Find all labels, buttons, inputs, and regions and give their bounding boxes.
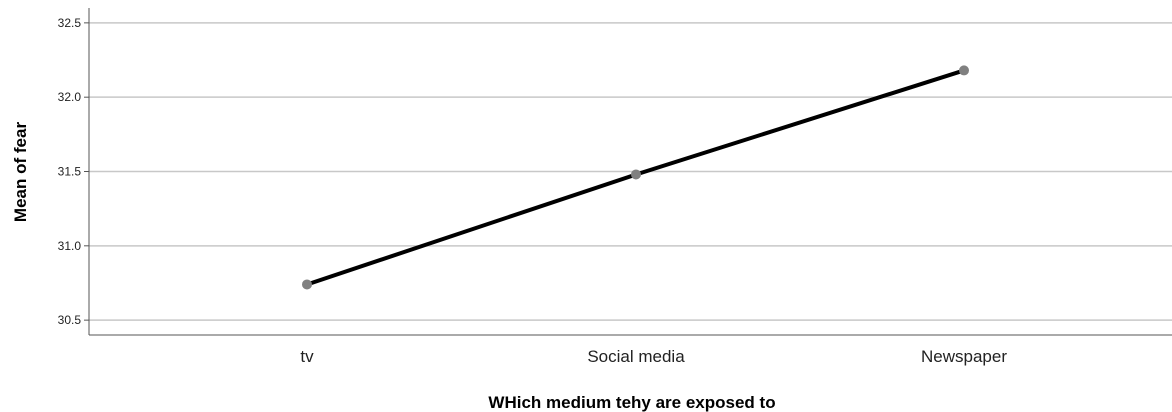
y-tick-label-2: 31.5	[58, 165, 82, 179]
y-axis-title: Mean of fear	[11, 122, 30, 223]
x-category-label-1: Social media	[587, 347, 685, 366]
gridlines	[89, 22, 1172, 321]
data-point-1	[631, 169, 641, 180]
x-category-label-0: tv	[300, 347, 314, 366]
data-point-2	[959, 65, 969, 76]
x-category-label-2: Newspaper	[921, 347, 1007, 366]
y-tick-label-4: 32.5	[58, 16, 82, 30]
y-tick-label-1: 31.0	[58, 239, 82, 253]
series-group	[302, 65, 969, 290]
y-tick-label-0: 30.5	[58, 313, 82, 327]
y-axis-ticks: 30.5 31.0 31.5 32.0 32.5	[58, 16, 89, 327]
data-point-0	[302, 279, 312, 290]
x-axis-category-labels: tv Social media Newspaper	[300, 347, 1007, 366]
y-tick-label-3: 32.0	[58, 90, 82, 104]
x-axis-title: WHich medium tehy are exposed to	[488, 393, 775, 412]
